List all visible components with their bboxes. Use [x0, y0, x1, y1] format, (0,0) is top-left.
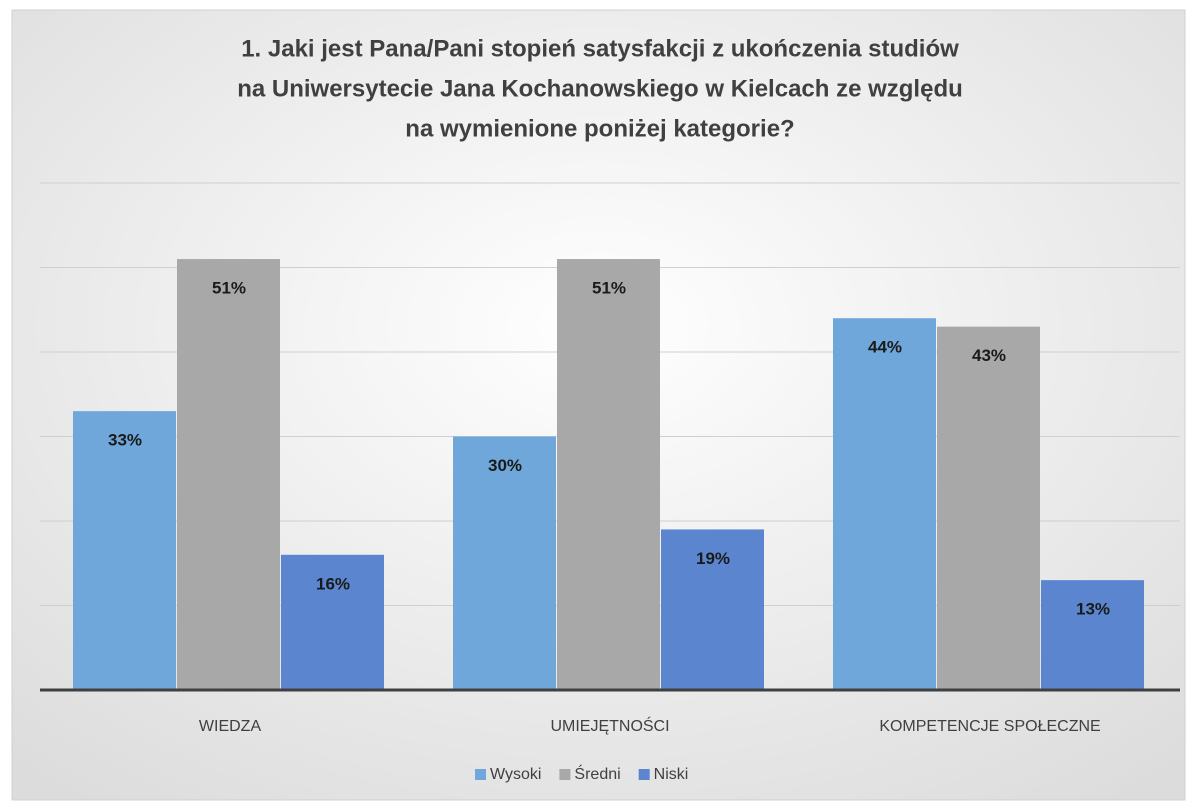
- bar: [1041, 580, 1144, 690]
- data-label: 51%: [592, 279, 626, 298]
- data-label: 13%: [1076, 600, 1110, 619]
- legend-swatch: [475, 769, 486, 780]
- data-label: 44%: [868, 338, 902, 357]
- chart-title: na Uniwersytecie Jana Kochanowskiego w K…: [237, 75, 963, 102]
- data-label: 51%: [212, 279, 246, 298]
- bar: [833, 318, 936, 690]
- data-label: 16%: [316, 574, 350, 593]
- legend-label: Niski: [654, 766, 689, 783]
- bar: [453, 436, 556, 690]
- bar: [661, 529, 764, 690]
- chart-title: 1. Jaki jest Pana/Pani stopień satysfakc…: [241, 35, 959, 62]
- x-tick-label: UMIEJĘTNOŚCI: [550, 716, 669, 735]
- chart-title: na wymienione poniżej kategorie?: [405, 115, 794, 142]
- data-label: 33%: [108, 431, 142, 450]
- bar: [281, 554, 384, 690]
- x-tick-label: WIEDZA: [199, 718, 262, 735]
- legend-swatch: [638, 769, 650, 780]
- bar: [73, 411, 176, 690]
- data-label: 43%: [972, 346, 1006, 365]
- x-tick-label: KOMPETENCJE SPOŁECZNE: [879, 718, 1100, 735]
- legend-label: Średni: [574, 764, 620, 783]
- legend-swatch: [559, 769, 571, 780]
- data-label: 19%: [696, 549, 730, 568]
- bar: [557, 259, 660, 690]
- bar: [937, 326, 1040, 690]
- data-label: 30%: [488, 456, 522, 475]
- bar: [177, 259, 280, 690]
- legend-label: Wysoki: [490, 766, 541, 783]
